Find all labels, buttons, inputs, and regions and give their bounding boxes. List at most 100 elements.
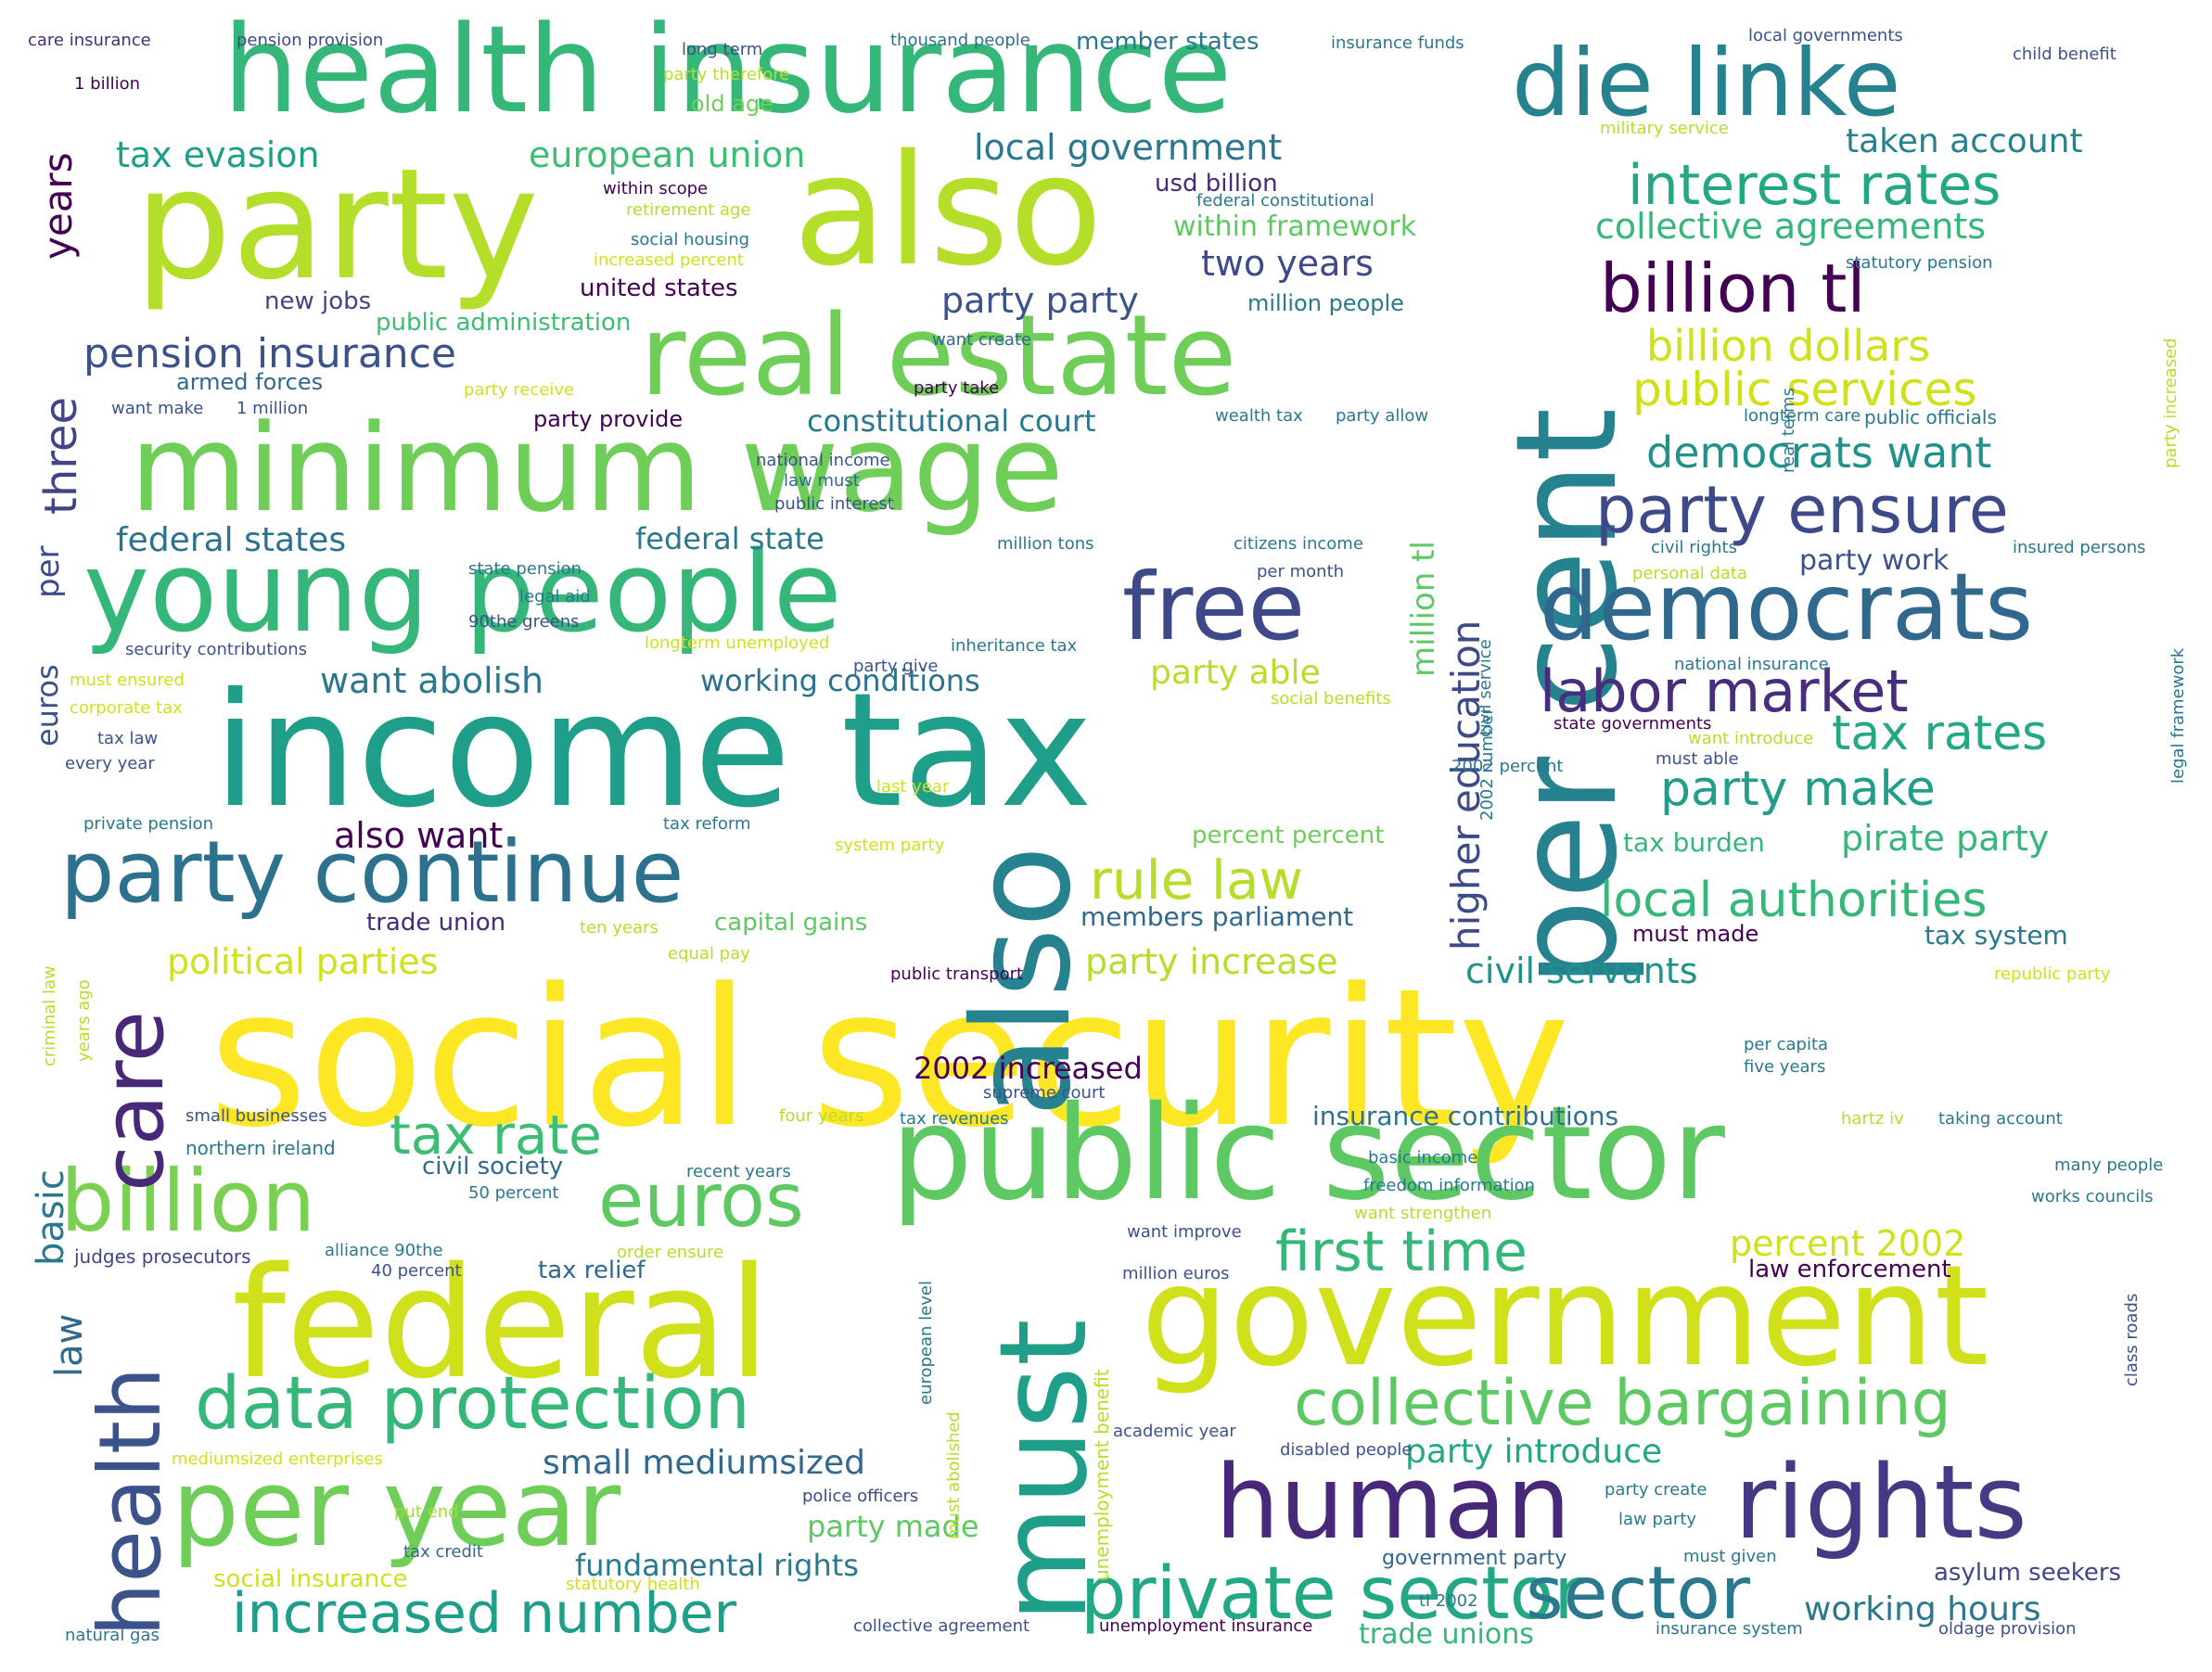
word: collective agreement bbox=[853, 1616, 1030, 1636]
word: national insurance bbox=[1674, 655, 1829, 674]
word: public officials bbox=[1864, 406, 1997, 428]
word: usd billion bbox=[1155, 170, 1278, 198]
word: hartz iv bbox=[1841, 1109, 1904, 1129]
word: party able bbox=[1150, 654, 1321, 692]
word: collective agreements bbox=[1595, 206, 1987, 247]
word: real estate bbox=[640, 292, 1237, 421]
word: law enforcement bbox=[1748, 1256, 1951, 1283]
word: party take bbox=[914, 378, 1000, 398]
word: insurance funds bbox=[1331, 33, 1464, 53]
word: percent percent bbox=[1192, 822, 1385, 849]
word: national income bbox=[756, 451, 890, 470]
word: mediumsized enterprises bbox=[172, 1449, 383, 1469]
word: military service bbox=[1600, 119, 1729, 138]
word: law must bbox=[784, 471, 860, 491]
word: local governments bbox=[1748, 26, 1903, 45]
word: per year bbox=[172, 1447, 621, 1571]
word: works councils bbox=[2031, 1187, 2154, 1206]
word: asylum seekers bbox=[1934, 1559, 2122, 1587]
word: child benefit bbox=[2013, 45, 2116, 64]
word: interest rates bbox=[1628, 153, 2001, 218]
word: party ensure bbox=[1595, 472, 2009, 548]
word: party bbox=[134, 135, 540, 313]
word: 90the greens bbox=[468, 612, 580, 632]
word: social housing bbox=[631, 230, 750, 249]
word: tax credit bbox=[403, 1542, 483, 1562]
word: longterm care bbox=[1744, 406, 1861, 426]
word: tax law bbox=[97, 729, 159, 748]
word: rights bbox=[1734, 1443, 2027, 1562]
word: billion bbox=[60, 1152, 316, 1251]
word: pension provision bbox=[237, 31, 384, 50]
word: must made bbox=[1632, 921, 1759, 947]
word: pension insurance bbox=[83, 330, 456, 377]
word: party work bbox=[1799, 544, 1950, 577]
word: three bbox=[35, 397, 87, 515]
word: every year bbox=[65, 754, 155, 773]
word: labor market bbox=[1540, 657, 1909, 725]
word: party increase bbox=[1085, 941, 1338, 982]
word: member states bbox=[1076, 28, 1259, 56]
word: citizens income bbox=[1234, 534, 1363, 554]
word: human bbox=[1215, 1443, 1571, 1562]
word: government party bbox=[1382, 1547, 1567, 1570]
word: basic income bbox=[1368, 1148, 1478, 1168]
word: recent years bbox=[686, 1162, 791, 1181]
word: data protection bbox=[195, 1362, 750, 1446]
word: united states bbox=[580, 274, 738, 302]
word: democrats want bbox=[1646, 428, 1992, 478]
word: public services bbox=[1632, 363, 1977, 416]
word: pirate party bbox=[1841, 818, 2050, 859]
word: 2002 increased bbox=[914, 1051, 1143, 1086]
word: tax relief bbox=[538, 1257, 646, 1284]
word: ten years bbox=[580, 918, 658, 938]
word: 50 percent bbox=[468, 1183, 559, 1203]
word: party therefore bbox=[663, 65, 790, 84]
word: tl 2002 bbox=[1419, 1591, 1478, 1611]
word: tax system bbox=[1924, 920, 2068, 951]
word: die linke bbox=[1512, 29, 1901, 137]
word: collective bargaining bbox=[1294, 1367, 1951, 1440]
word: civil rights bbox=[1651, 538, 1737, 557]
word: government bbox=[1141, 1236, 1989, 1398]
word: party allow bbox=[1336, 406, 1429, 426]
word: natural gas bbox=[65, 1626, 160, 1645]
word: inheritance tax bbox=[951, 636, 1078, 656]
word: per capita bbox=[1744, 1035, 1829, 1054]
word: basic bbox=[30, 1169, 72, 1266]
word: must ensured bbox=[70, 670, 185, 690]
word: political parties bbox=[167, 941, 439, 982]
word: working hours bbox=[1804, 1590, 2041, 1628]
word: local authorities bbox=[1600, 873, 1988, 928]
word: four years bbox=[779, 1106, 864, 1126]
word: taking account bbox=[1938, 1109, 2063, 1129]
word: unemployment insurance bbox=[1099, 1616, 1313, 1636]
word: social security bbox=[209, 949, 1571, 1169]
word: personal data bbox=[1632, 564, 1747, 583]
word: wealth tax bbox=[1215, 406, 1303, 426]
word: 1 million bbox=[237, 399, 309, 418]
word: within scope bbox=[603, 179, 709, 198]
word: criminal law bbox=[40, 965, 59, 1066]
word: northern ireland bbox=[185, 1137, 336, 1159]
word: federal bbox=[232, 1234, 771, 1412]
word: insurance contributions bbox=[1312, 1101, 1619, 1131]
word: members parliament bbox=[1080, 901, 1354, 932]
word: party give bbox=[853, 657, 939, 676]
word: fundamental rights bbox=[575, 1548, 859, 1583]
word: party receive bbox=[464, 380, 575, 400]
word: capital gains bbox=[714, 909, 868, 937]
word: statutory pension bbox=[1846, 253, 1993, 273]
word: public sector bbox=[890, 1079, 1725, 1230]
word: per bbox=[30, 545, 67, 598]
word: public transport bbox=[890, 964, 1024, 984]
word: local government bbox=[974, 127, 1283, 168]
word: constitutional court bbox=[807, 403, 1096, 439]
word: real terms bbox=[1779, 388, 1798, 473]
word: million euros bbox=[1122, 1264, 1230, 1283]
word: federal states bbox=[116, 521, 347, 559]
word: system party bbox=[835, 836, 945, 855]
word: must able bbox=[1656, 749, 1739, 769]
word: years ago bbox=[74, 979, 94, 1062]
